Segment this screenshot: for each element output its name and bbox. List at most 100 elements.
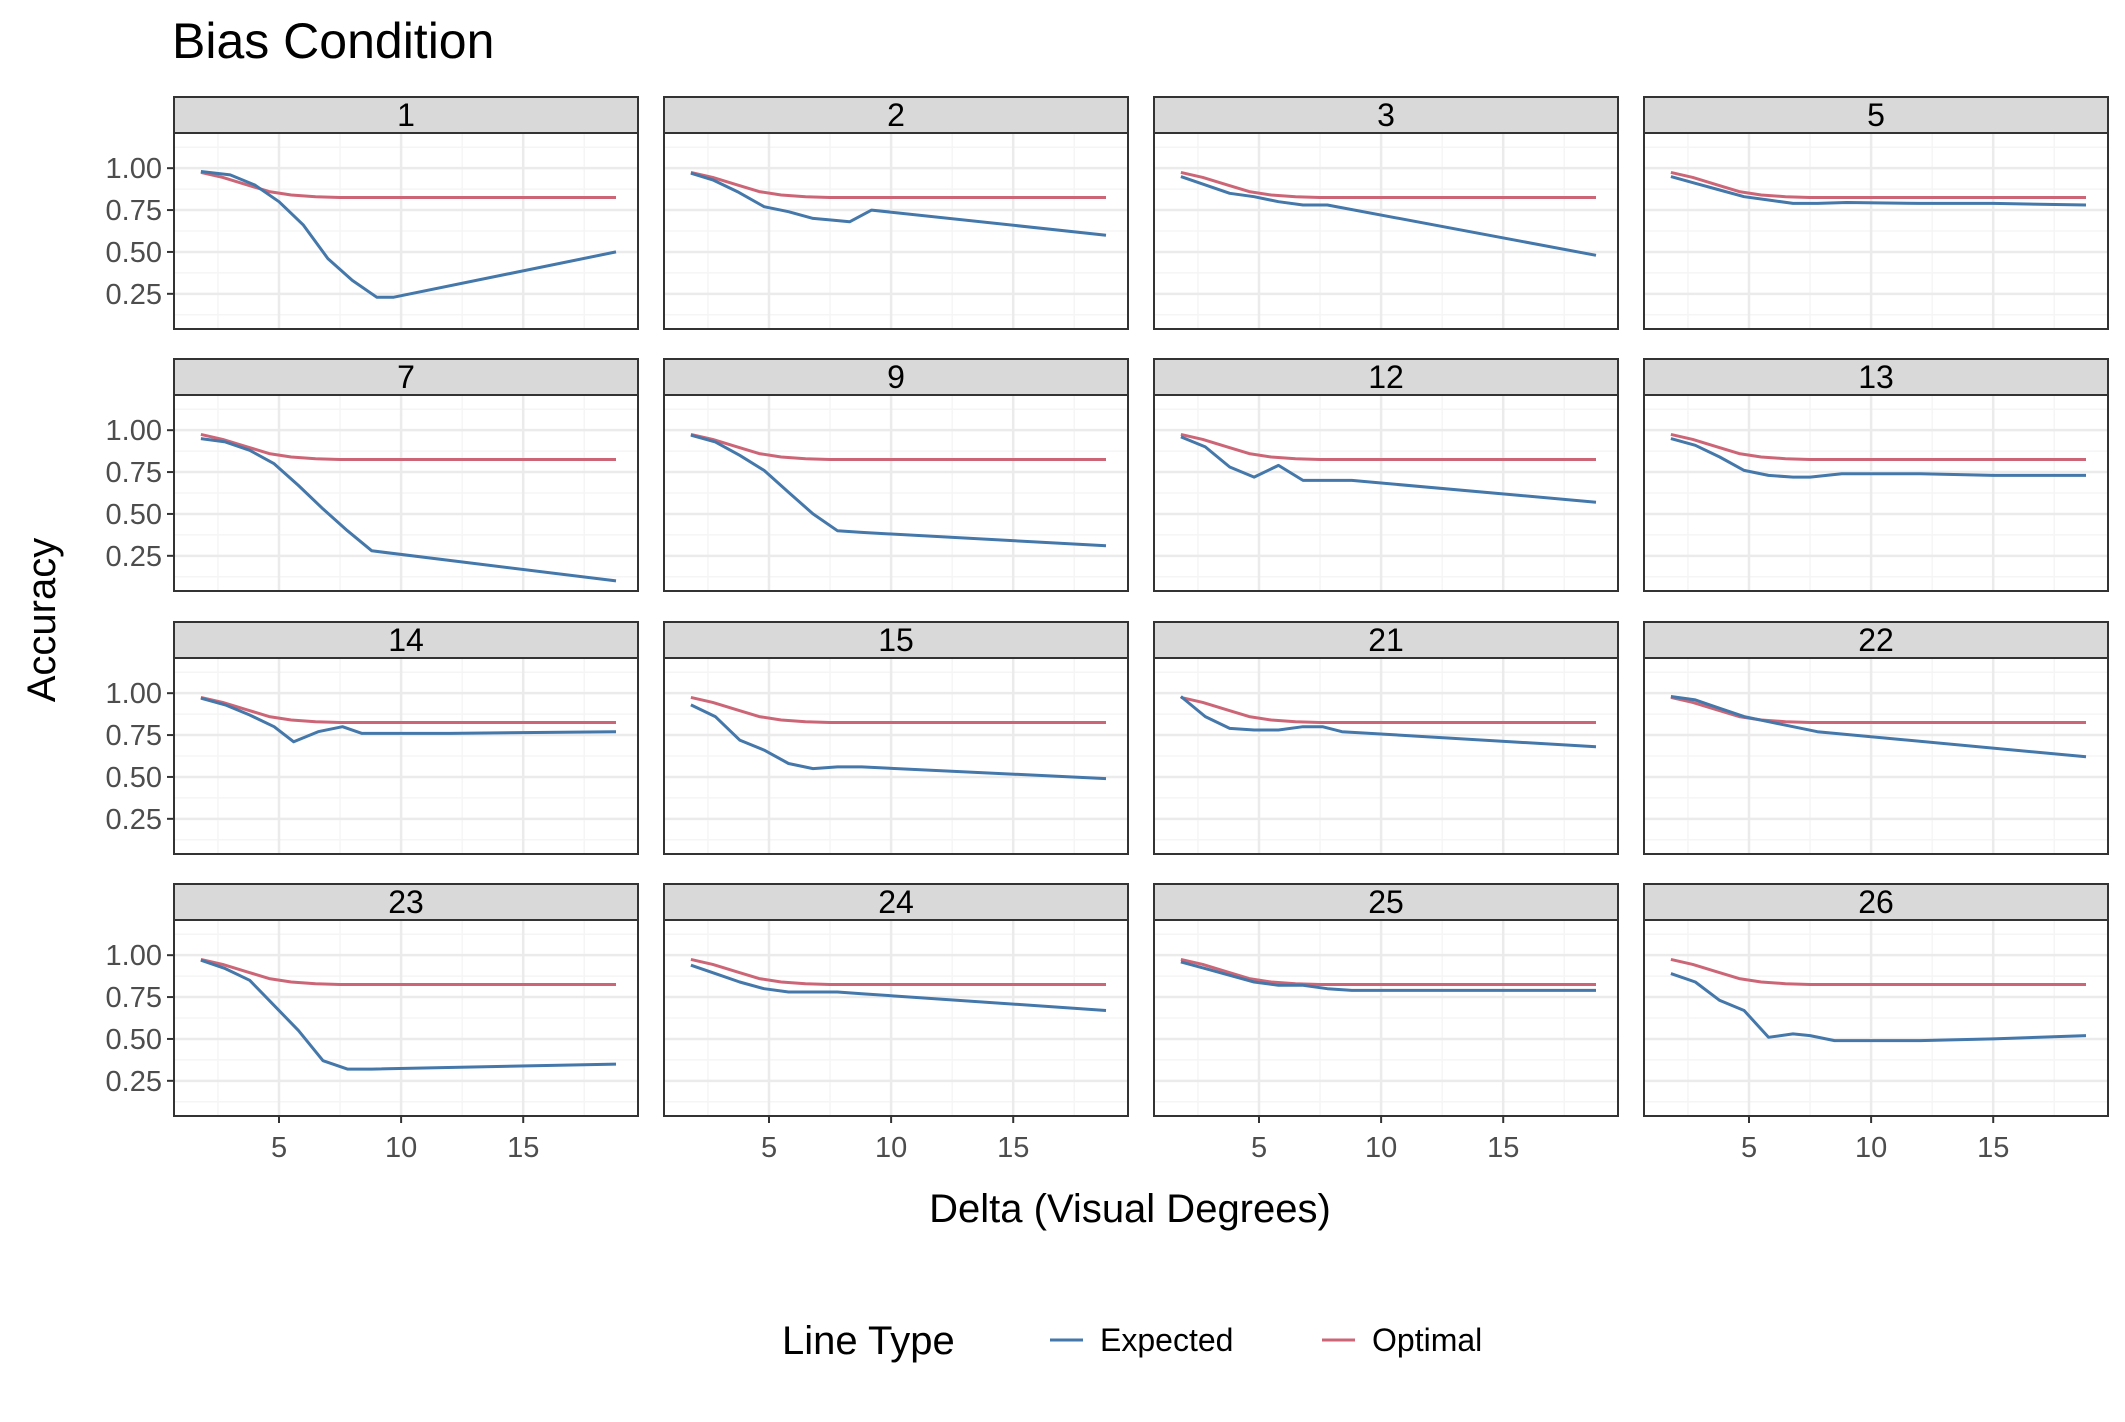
facet-panel-1: 1 0.25 0.50 0.75 1.00 [106, 96, 639, 330]
strip-label: 7 [397, 359, 415, 395]
strip-label: 5 [1867, 97, 1885, 133]
optimal-line [200, 170, 616, 199]
expected-line [690, 703, 1107, 781]
expected-line [200, 696, 617, 744]
expected-line [200, 170, 617, 299]
facet-panel-22: 22 [1643, 621, 2109, 855]
optimal-line [1180, 957, 1596, 986]
y-tick-label: 0.75 [106, 195, 162, 227]
expected-line [1180, 960, 1596, 992]
legend-title: Line Type [782, 1319, 955, 1363]
x-tick-label: 5 [271, 1132, 287, 1164]
strip-label: 13 [1858, 359, 1894, 395]
facet-panel-24: 24 5 10 15 [663, 883, 1129, 1164]
strip-background [1643, 883, 2109, 921]
strip-background [173, 621, 639, 659]
strip-background [663, 621, 1129, 659]
strip-label: 1 [397, 97, 415, 133]
optimal-line [690, 957, 1106, 986]
expected-line [690, 433, 1107, 548]
y-tick-label: 0.25 [106, 1066, 162, 1098]
strip-label: 22 [1858, 622, 1894, 658]
y-tick-label: 0.75 [106, 457, 162, 489]
expected-line [1180, 175, 1597, 257]
x-tick-label: 10 [385, 1132, 417, 1164]
chart-title: Bias Condition [172, 13, 494, 69]
strip-background [1153, 96, 1619, 134]
facet-panel-25: 25 5 10 15 [1153, 883, 1619, 1164]
optimal-line [200, 695, 616, 724]
x-tick-label: 10 [875, 1132, 907, 1164]
x-tick-label: 15 [997, 1132, 1029, 1164]
strip-label: 3 [1377, 97, 1395, 133]
optimal-line [1180, 170, 1596, 199]
y-axis-title: Accuracy [20, 538, 64, 703]
x-axis-title: Delta (Visual Degrees) [929, 1187, 1331, 1231]
x-tick-label: 5 [761, 1132, 777, 1164]
strip-background [1643, 621, 2109, 659]
optimal-line [1670, 957, 2086, 986]
facet-panel-23: 23 0.25 0.50 0.75 1.00 5 10 15 [106, 883, 639, 1164]
expected-line [690, 171, 1107, 237]
y-tick-label: 0.25 [106, 279, 162, 311]
expected-line [1670, 695, 2087, 759]
y-tick-label: 0.75 [106, 982, 162, 1014]
facet-panel-12: 12 [1153, 358, 1619, 592]
strip-background [663, 96, 1129, 134]
strip-label: 26 [1858, 884, 1894, 920]
optimal-line [1670, 432, 2086, 461]
strip-background [663, 358, 1129, 396]
facet-panel-9: 9 [663, 358, 1129, 592]
optimal-line [690, 695, 1106, 724]
strip-background [173, 96, 639, 134]
x-tick-label: 5 [1251, 1132, 1267, 1164]
facet-panel-26: 26 5 10 15 [1643, 883, 2109, 1164]
strip-label: 25 [1368, 884, 1404, 920]
x-tick-label: 15 [507, 1132, 539, 1164]
y-tick-label: 0.25 [106, 541, 162, 573]
optimal-line [200, 432, 616, 461]
y-tick-label: 1.00 [106, 678, 162, 710]
strip-label: 2 [887, 97, 905, 133]
optimal-line [690, 432, 1106, 461]
optimal-line [1670, 695, 2086, 724]
strip-label: 9 [887, 359, 905, 395]
strip-label: 21 [1368, 622, 1404, 658]
x-tick-label: 5 [1741, 1132, 1757, 1164]
facet-panel-5: 5 [1643, 96, 2109, 330]
expected-line [1670, 175, 2087, 207]
expected-line [690, 963, 1107, 1012]
strip-label: 24 [878, 884, 914, 920]
strip-label: 15 [878, 622, 914, 658]
expected-line [1670, 437, 2086, 479]
strip-background [1643, 96, 2109, 134]
y-tick-label: 1.00 [106, 940, 162, 972]
facet-panel-3: 3 [1153, 96, 1619, 330]
strip-background [173, 358, 639, 396]
y-tick-label: 0.50 [106, 237, 162, 269]
x-tick-label: 10 [1855, 1132, 1887, 1164]
x-tick-label: 15 [1487, 1132, 1519, 1164]
strip-background [1153, 621, 1619, 659]
y-tick-label: 0.50 [106, 499, 162, 531]
y-tick-label: 1.00 [106, 415, 162, 447]
facet-panel-2: 2 [663, 96, 1129, 330]
expected-line [1180, 435, 1597, 504]
expected-line [1179, 695, 1597, 749]
strip-label: 12 [1368, 359, 1404, 395]
facet-panel-21: 21 [1153, 621, 1619, 855]
legend: Line Type Expected Optimal [782, 1319, 1482, 1363]
optimal-line [200, 957, 616, 986]
y-tick-label: 0.75 [106, 720, 162, 752]
optimal-line [690, 170, 1106, 199]
strip-background [1153, 883, 1619, 921]
optimal-line [1180, 432, 1596, 461]
expected-line [200, 437, 617, 583]
expected-line [200, 958, 617, 1071]
expected-line [1670, 972, 2087, 1043]
optimal-line [1670, 170, 2086, 199]
y-tick-label: 0.50 [106, 1024, 162, 1056]
legend-label-expected: Expected [1100, 1322, 1233, 1358]
